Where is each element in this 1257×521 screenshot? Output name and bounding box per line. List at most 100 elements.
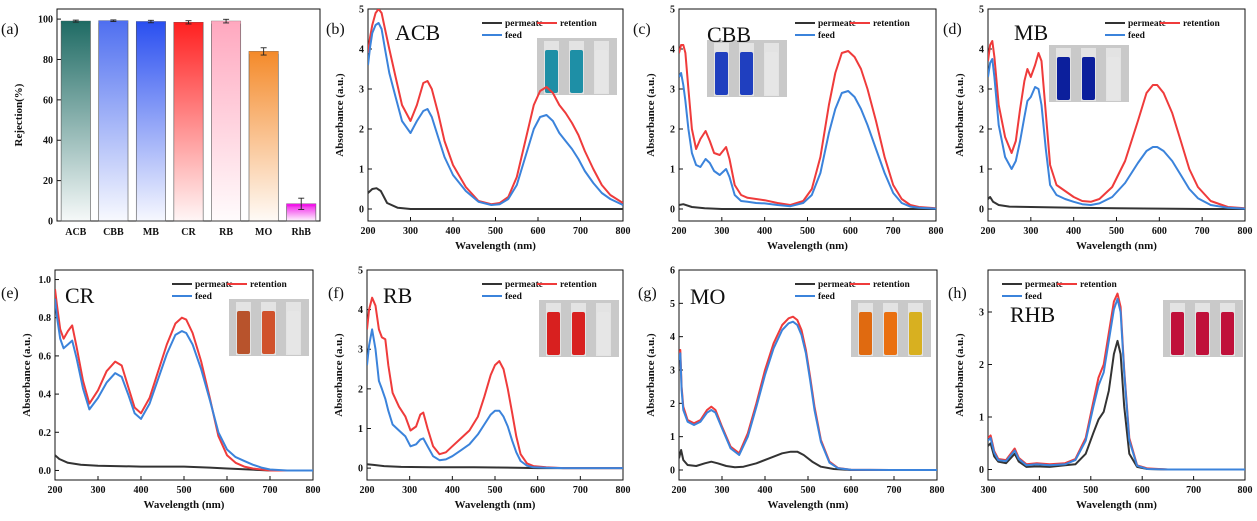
vial-2 bbox=[884, 312, 897, 355]
vial-1 bbox=[1171, 312, 1184, 355]
vial-2 bbox=[740, 52, 753, 95]
panel-label: (b) bbox=[326, 21, 345, 38]
dye-name: RHB bbox=[1010, 302, 1055, 327]
legend: permeate retention feed bbox=[482, 280, 597, 302]
series-permeate bbox=[679, 449, 937, 471]
legend-label-permeate: permeate bbox=[818, 280, 856, 290]
y-axis-label: Absorbance (a.u.) bbox=[954, 73, 966, 157]
x-tick-label: 200 bbox=[672, 226, 687, 237]
legend-label-permeate: permeate bbox=[505, 19, 543, 29]
x-tick-label: 300 bbox=[91, 485, 106, 496]
inset-photo bbox=[707, 40, 787, 97]
x-tick-label: 300 bbox=[715, 485, 730, 496]
y-axis-label: Rejection(%) bbox=[13, 83, 25, 146]
x-tick-label: 500 bbox=[488, 485, 503, 496]
x-tick-label: RhB bbox=[291, 227, 311, 238]
panel-label: (h) bbox=[948, 285, 967, 302]
y-tick-label: 1 bbox=[670, 165, 675, 176]
dye-name: CR bbox=[65, 283, 95, 308]
legend-label-permeate: permeate bbox=[505, 280, 543, 290]
y-tick-label: 1 bbox=[979, 165, 984, 176]
x-tick-label: ACB bbox=[65, 227, 86, 238]
x-tick-label: 700 bbox=[573, 226, 588, 237]
dye-name: MO bbox=[690, 284, 725, 309]
y-tick-label: 1.0 bbox=[39, 275, 52, 286]
y-tick-label: 5 bbox=[359, 5, 364, 16]
legend-label-feed: feed bbox=[195, 292, 213, 302]
vial-2 bbox=[572, 312, 585, 355]
x-tick-label: 500 bbox=[801, 485, 816, 496]
y-axis-label: Absorbance (a.u.) bbox=[334, 73, 346, 157]
bar-mo bbox=[248, 51, 279, 222]
legend-label-permeate: permeate bbox=[195, 280, 233, 290]
y-tick-label: 2 bbox=[670, 399, 675, 410]
bar-rb bbox=[211, 20, 242, 222]
vial-3 bbox=[1221, 312, 1234, 355]
series-retention bbox=[55, 288, 313, 472]
inset-photo bbox=[851, 300, 931, 357]
x-tick-label: 300 bbox=[403, 226, 418, 237]
inset-photo bbox=[1049, 45, 1129, 102]
legend: permeate retention feed bbox=[795, 19, 910, 41]
vial-3 bbox=[595, 50, 608, 93]
panel-label: (d) bbox=[943, 21, 962, 38]
series-permeate bbox=[679, 203, 936, 210]
y-tick-label: 0.4 bbox=[39, 390, 52, 401]
vial-2 bbox=[1196, 312, 1209, 355]
y-tick-label: 0 bbox=[359, 205, 364, 216]
y-tick-label: 2 bbox=[359, 125, 364, 136]
y-tick-label: 2 bbox=[358, 384, 363, 395]
legend-label-feed: feed bbox=[818, 292, 836, 302]
legend-label-permeate: permeate bbox=[818, 19, 856, 29]
x-tick-label: 200 bbox=[360, 485, 375, 496]
vial-3 bbox=[909, 312, 922, 355]
x-tick-label: RB bbox=[219, 227, 233, 238]
inset-photo bbox=[1163, 300, 1243, 357]
x-tick-label: 800 bbox=[929, 226, 944, 237]
vial-1 bbox=[545, 50, 558, 93]
panel-h: (h) 300 400 500 600 700 800 0 1 2 3 Wavelength (nm)… bbox=[948, 269, 1253, 511]
x-tick-label: 800 bbox=[930, 485, 945, 496]
legend: permeate retention feed bbox=[172, 280, 287, 302]
x-tick-label: CBB bbox=[103, 227, 124, 238]
y-axis-label: Absorbance (a.u.) bbox=[645, 333, 657, 417]
x-tick-label: 300 bbox=[1023, 226, 1038, 237]
x-tick-label: 700 bbox=[1195, 226, 1210, 237]
vial-3 bbox=[287, 311, 300, 354]
legend-label-retention: retention bbox=[873, 19, 910, 29]
x-axis-label: Wavelength (nm) bbox=[767, 240, 848, 252]
x-tick-label: 600 bbox=[531, 226, 546, 237]
plot-frame bbox=[987, 269, 1246, 481]
legend-label-permeate: permeate bbox=[1025, 280, 1063, 290]
x-tick-label: 600 bbox=[844, 485, 859, 496]
y-tick-label: 0.2 bbox=[39, 428, 52, 439]
bar-acb bbox=[60, 20, 91, 222]
x-tick-label: 800 bbox=[1238, 226, 1253, 237]
vial-2 bbox=[570, 50, 583, 93]
y-tick-label: 4 bbox=[979, 45, 984, 56]
y-tick-label: 3 bbox=[358, 345, 363, 356]
y-axis-label: Absorbance (a.u.) bbox=[333, 333, 345, 417]
legend-label-retention: retention bbox=[560, 19, 597, 29]
series-group bbox=[988, 40, 1245, 210]
y-tick-label: 0 bbox=[670, 205, 675, 216]
vial-2 bbox=[1082, 57, 1095, 100]
series-group bbox=[368, 9, 623, 210]
y-tick-label: 5 bbox=[670, 299, 675, 310]
y-tick-label: 2 bbox=[670, 125, 675, 136]
panel-d: (d) 200 300 400 500 600 700 800 0 1 2 3 4 5 Wavelength… bbox=[943, 5, 1253, 253]
x-tick-label: 200 bbox=[361, 226, 376, 237]
x-tick-label: 700 bbox=[573, 485, 588, 496]
x-tick-label: 600 bbox=[530, 485, 545, 496]
x-tick-label: 200 bbox=[672, 485, 687, 496]
series-feed bbox=[55, 298, 313, 472]
x-tick-label: 400 bbox=[757, 226, 772, 237]
vial-3 bbox=[765, 52, 778, 95]
y-tick-label: 40 bbox=[43, 136, 53, 147]
series-feed bbox=[679, 320, 937, 471]
series-permeate bbox=[368, 187, 623, 210]
x-axis-label: Wavelength (nm) bbox=[1076, 499, 1157, 511]
vial-2 bbox=[262, 311, 275, 354]
x-tick-label: MO bbox=[255, 227, 272, 238]
dye-name: RB bbox=[383, 283, 412, 308]
